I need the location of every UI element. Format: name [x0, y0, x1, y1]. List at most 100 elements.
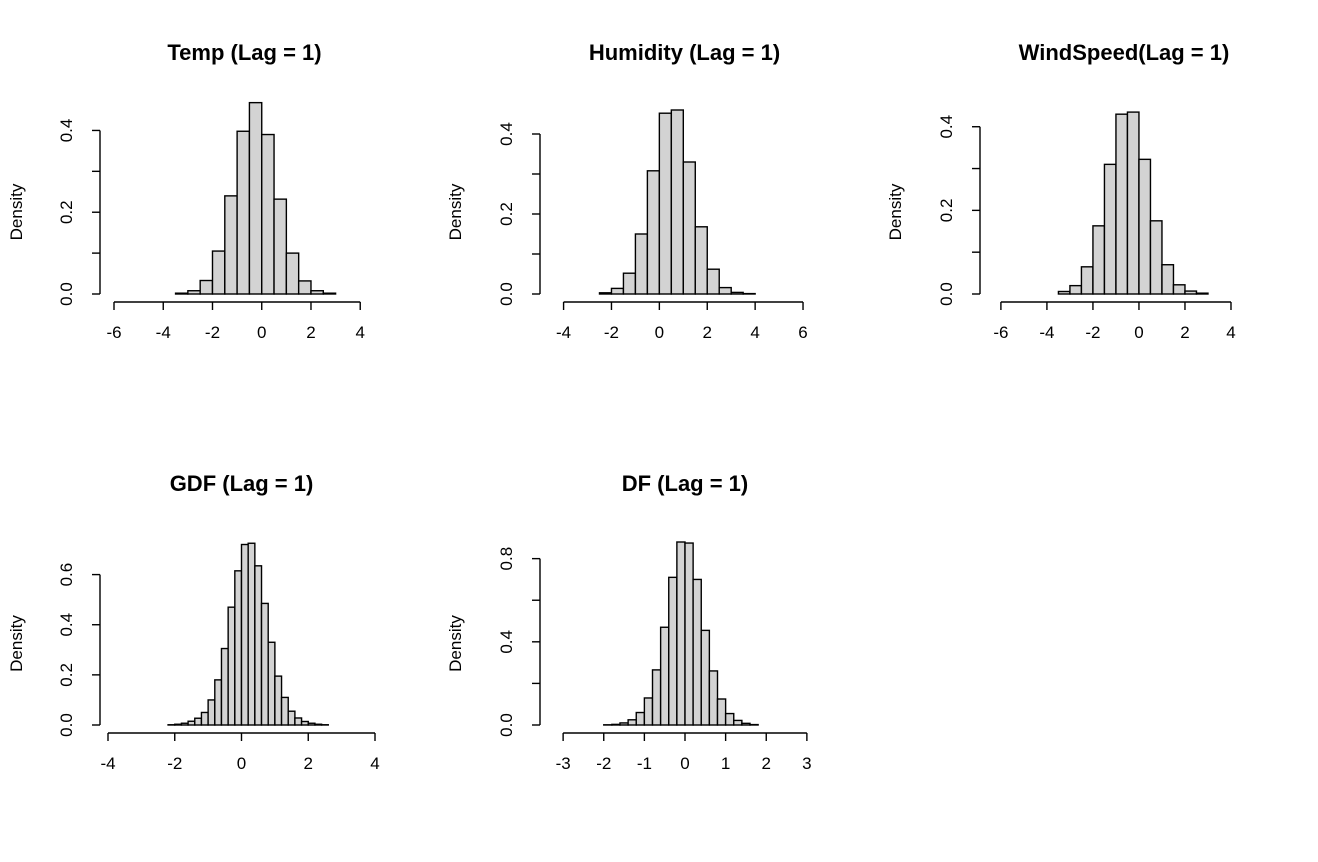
x-tick-label: -4 — [156, 323, 171, 342]
x-tick-label: -1 — [637, 754, 652, 773]
panel-title: Temp (Lag = 1) — [167, 40, 321, 65]
y-axis-label: Density — [7, 615, 26, 672]
y-tick-label: 0.0 — [57, 282, 76, 306]
y-tick-label: 0.4 — [937, 115, 956, 139]
histogram-bar — [314, 723, 323, 726]
histogram-bar — [1138, 158, 1152, 295]
histogram-bar — [220, 647, 229, 726]
histogram-bar — [261, 133, 275, 295]
histogram-bar — [692, 578, 702, 726]
histogram-bar — [1126, 111, 1140, 295]
histogram-bar — [236, 130, 251, 295]
histogram-bar — [234, 570, 243, 726]
histogram-bar — [247, 542, 256, 726]
y-tick-label: 0.4 — [497, 630, 516, 654]
y-tick-label: 0.0 — [937, 282, 956, 306]
histogram-bar — [310, 290, 324, 295]
histogram-bar — [724, 712, 735, 726]
histogram-bar — [285, 252, 300, 295]
histogram-bar — [658, 112, 673, 295]
histogram-bar — [1149, 220, 1163, 295]
y-axis-label: Density — [446, 615, 465, 672]
histogram-bar — [194, 717, 203, 726]
histogram-bar — [741, 722, 751, 726]
histogram-bar — [1195, 292, 1209, 295]
y-axis-label: Density — [886, 183, 905, 240]
y-tick-label: 0.0 — [497, 713, 516, 737]
histogram-bar — [187, 290, 201, 295]
histogram-bar — [199, 279, 214, 295]
x-tick-label: -4 — [1039, 323, 1054, 342]
histogram-bar — [211, 250, 226, 295]
x-tick-label: -2 — [1085, 323, 1100, 342]
histogram-bar — [706, 268, 720, 295]
histogram-bar — [611, 723, 621, 726]
histogram-bar — [180, 722, 189, 726]
histogram-bar — [634, 233, 649, 295]
histogram-panel-1: Temp (Lag = 1) -6 -4 -2 0 2 4 0.0 0.2 0.4 Density — [7, 40, 365, 342]
histogram-bar — [214, 679, 223, 726]
histogram-bar — [240, 543, 249, 726]
histogram-bar — [684, 542, 694, 726]
x-tick-label: 4 — [370, 754, 379, 773]
y-axis-label: Density — [446, 183, 465, 240]
histogram-bar — [187, 720, 196, 726]
histogram-bar — [718, 286, 732, 295]
panel-title: GDF (Lag = 1) — [170, 471, 314, 496]
y-tick-label: 0.8 — [497, 547, 516, 571]
histogram-bar — [627, 719, 637, 726]
histogram-bar — [610, 287, 625, 295]
histogram-bar — [730, 291, 744, 295]
histogram-panel-3: WindSpeed(Lag = 1) -6 -4 -2 0 2 4 0.0 0.2 0.4 Dens… — [886, 40, 1236, 342]
histogram-bar — [700, 629, 711, 726]
x-tick-label: -3 — [556, 754, 571, 773]
histogram-bar — [635, 711, 646, 726]
histogram-bar — [1069, 284, 1083, 295]
histogram-bar — [676, 541, 686, 726]
histogram-bar — [274, 675, 283, 726]
y-tick-label: 0.2 — [937, 199, 956, 223]
x-tick-label: 2 — [703, 323, 712, 342]
x-tick-label: -2 — [604, 323, 619, 342]
x-tick-label: -4 — [556, 323, 571, 342]
panel-title: Humidity (Lag = 1) — [589, 40, 780, 65]
histogram-bar — [287, 710, 296, 726]
histogram-bar — [260, 602, 269, 726]
histogram-bar — [174, 723, 183, 726]
x-tick-label: 4 — [1226, 323, 1235, 342]
histogram-bar — [267, 641, 276, 726]
histogram-panel-2: Humidity (Lag = 1) -4 -2 0 2 4 6 0.0 0.2 0.4 Densi… — [446, 40, 808, 342]
histogram-bar — [254, 565, 263, 726]
histogram-bar — [207, 699, 216, 726]
histogram-bar — [646, 170, 661, 295]
x-tick-label: -2 — [205, 323, 220, 342]
y-tick-label: 0.2 — [57, 663, 76, 687]
x-tick-label: -6 — [106, 323, 121, 342]
histogram-bar — [300, 720, 309, 726]
histogram-bar — [682, 161, 696, 295]
x-tick-label: 0 — [655, 323, 664, 342]
histogram-bar — [224, 195, 238, 295]
x-tick-label: 2 — [306, 323, 315, 342]
histogram-bar — [1172, 284, 1186, 295]
histogram-bar — [280, 696, 289, 726]
histogram-bar — [200, 711, 209, 726]
histogram-bar — [1115, 113, 1129, 295]
x-tick-label: 0 — [680, 754, 689, 773]
x-tick-label: 0 — [237, 754, 246, 773]
histogram-bar — [619, 722, 629, 726]
y-tick-label: 0.2 — [497, 202, 516, 226]
histogram-bar — [659, 626, 670, 726]
histogram-bar — [651, 669, 662, 726]
y-tick-label: 0.4 — [497, 122, 516, 146]
histogram-bar — [322, 292, 337, 295]
histogram-bar — [643, 697, 654, 726]
histogram-panel-4: GDF (Lag = 1) -4 -2 0 2 4 0.0 0.2 0.4 0.6 Density — [7, 471, 380, 773]
y-tick-label: 0.4 — [57, 119, 76, 143]
histogram-bar — [297, 280, 312, 295]
x-tick-label: -2 — [596, 754, 611, 773]
x-tick-label: 2 — [1180, 323, 1189, 342]
x-tick-label: -6 — [993, 323, 1008, 342]
histogram-bar — [1092, 225, 1106, 295]
